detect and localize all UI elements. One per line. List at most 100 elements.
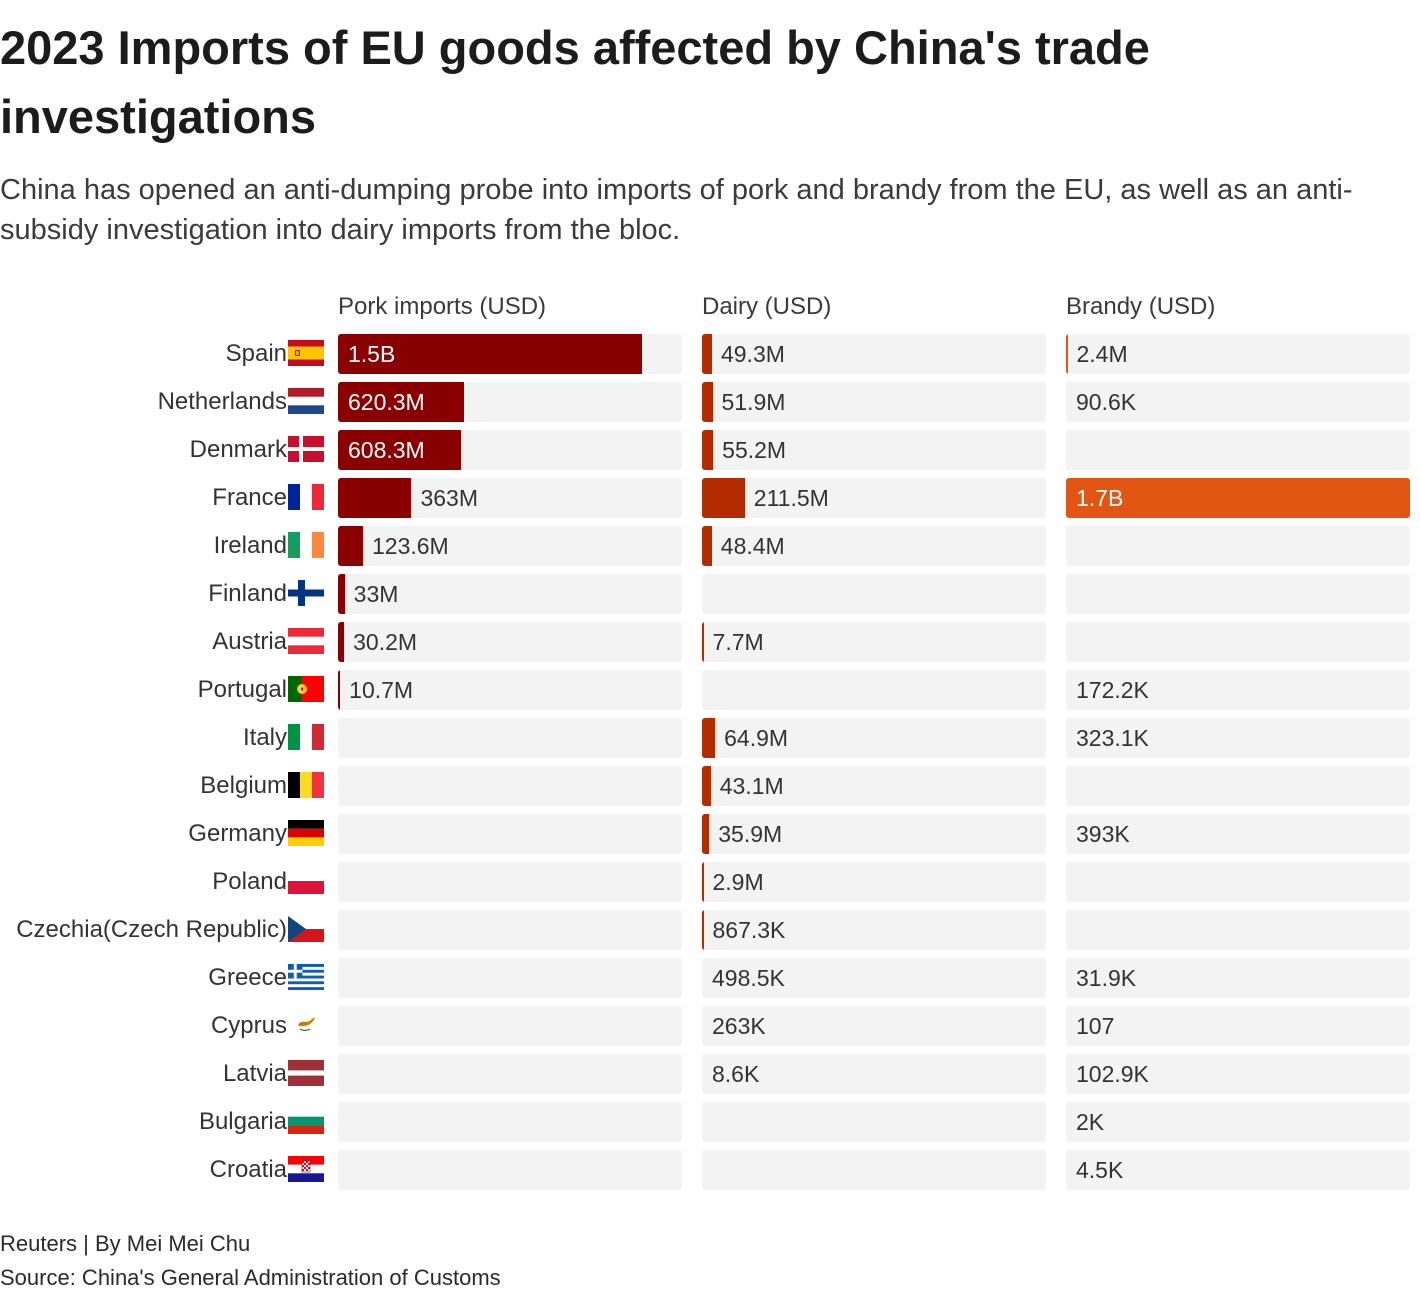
table-row: Finland 33M [0,574,1420,614]
bar-track-brandy [1066,622,1410,662]
bar-dairy [702,766,711,806]
value-label: 33M [353,581,399,607]
bar-track-dairy: 263K [702,1006,1046,1046]
table-row: Cyprus 263K 107 [0,1006,1420,1046]
table-row: Bulgaria 2K [0,1102,1420,1142]
bar-track-brandy [1066,526,1410,566]
bar-track-dairy: 2.9M [702,862,1046,902]
bar-track-pork [338,814,682,854]
chart-subtitle: China has opened an anti-dumping probe i… [0,174,1353,246]
bar-track-brandy: 107 [1066,1006,1410,1046]
bar-track-pork [338,1102,682,1142]
value-label: 2K [1076,1109,1105,1135]
bar-track-pork [338,1006,682,1046]
country-label: Portugal [197,676,287,703]
bar-dairy [702,862,704,902]
croatia-flag-icon [288,1156,324,1182]
bar-track-dairy: 43.1M [702,766,1046,806]
value-label: 363M [420,485,478,511]
bar-track-brandy: 172.2K [1066,670,1410,710]
table-row: Ireland 123.6M 48.4M [0,526,1420,566]
bar-track-dairy [702,1150,1046,1190]
bar-pork [338,526,363,566]
italy-flag-icon [288,724,324,750]
bar-dairy [702,334,712,374]
value-label: 4.5K [1076,1157,1124,1183]
bar-dairy [702,478,745,518]
country-label: Poland [212,868,287,895]
value-label: 51.9M [721,389,786,415]
cyprus-flag-icon [288,1012,324,1038]
bar-track-brandy: 102.9K [1066,1054,1410,1094]
finland-flag-icon [288,580,324,606]
value-label: 8.6K [712,1061,760,1087]
bar-track-dairy [702,574,1046,614]
table-row: Portugal 10.7M 172.2K [0,670,1420,710]
bar-track-dairy: 7.7M [702,622,1046,662]
page-title: 2023 Imports of EU goods affected by Chi… [0,21,1150,143]
bar-track-brandy: 393K [1066,814,1410,854]
value-label: 49.3M [720,341,785,367]
bar-pork [338,334,642,374]
value-label: 48.4M [720,533,785,559]
country-label: Netherlands [157,388,287,415]
bar-track-dairy: 64.9M [702,718,1046,758]
bar-brandy [1066,334,1068,374]
value-label: 31.9K [1076,965,1137,991]
value-label: 10.7M [349,677,414,703]
value-label: 498.5K [712,965,785,991]
source-line: Source: China's General Administration o… [0,1265,501,1290]
france-flag-icon [288,484,324,510]
bar-track-brandy: 2.4M [1066,334,1410,374]
bar-track-brandy [1066,766,1410,806]
bar-track-dairy [702,1102,1046,1142]
bar-track-brandy: 323.1K [1066,718,1410,758]
table-row: Greece 498.5K 31.9K [0,958,1420,998]
bar-track-pork [338,718,682,758]
bar-track-pork: 620.3M [338,382,682,422]
bar-track-dairy: 55.2M [702,430,1046,470]
bar-track-pork [338,910,682,950]
value-label: 102.9K [1076,1061,1149,1087]
value-label: 211.5M [753,485,829,511]
value-label: 7.7M [712,629,764,655]
czechia-flag-icon [288,916,324,942]
country-label: Ireland [213,532,287,559]
spain-flag-icon [288,340,324,366]
value-label: 90.6K [1076,389,1137,415]
value-label: 2.4M [1076,341,1128,367]
ireland-flag-icon [288,532,324,558]
value-label: 393K [1076,821,1130,847]
country-label: Finland [208,580,287,607]
table-row: Croatia 4.5K [0,1150,1420,1190]
column-header-brandy: Brandy (USD) [1066,293,1216,320]
bar-track-pork: 33M [338,574,682,614]
belgium-flag-icon [288,772,324,798]
greece-flag-icon [288,964,324,990]
bar-pork [338,670,341,710]
credit-line: Reuters | By Mei Mei Chu [0,1231,251,1256]
country-label: Latvia [222,1060,287,1087]
bar-track-pork: 608.3M [338,430,682,470]
bar-track-pork [338,1150,682,1190]
table-row: Denmark 608.3M 55.2M [0,430,1420,470]
country-label: Belgium [200,772,287,799]
bar-track-pork: 1.5B [338,334,682,374]
value-label: 867.3K [712,917,786,943]
bar-track-pork: 363M [338,478,682,518]
bar-dairy [702,814,710,854]
value-label: 1.5B [348,341,396,367]
country-label: Germany [188,820,287,847]
bulgaria-flag-icon [288,1108,324,1134]
value-label: 620.3M [348,389,425,415]
bar-track-pork [338,1054,682,1094]
value-label: 263K [712,1013,766,1039]
bar-track-dairy: 35.9M [702,814,1046,854]
country-label: Spain [225,340,287,367]
value-label: 2.9M [712,869,764,895]
bar-pork [338,382,464,422]
table-row: Latvia 8.6K 102.9K [0,1054,1420,1094]
country-label: Denmark [189,436,287,463]
bar-track-brandy [1066,862,1410,902]
bar-track-dairy: 51.9M [702,382,1046,422]
